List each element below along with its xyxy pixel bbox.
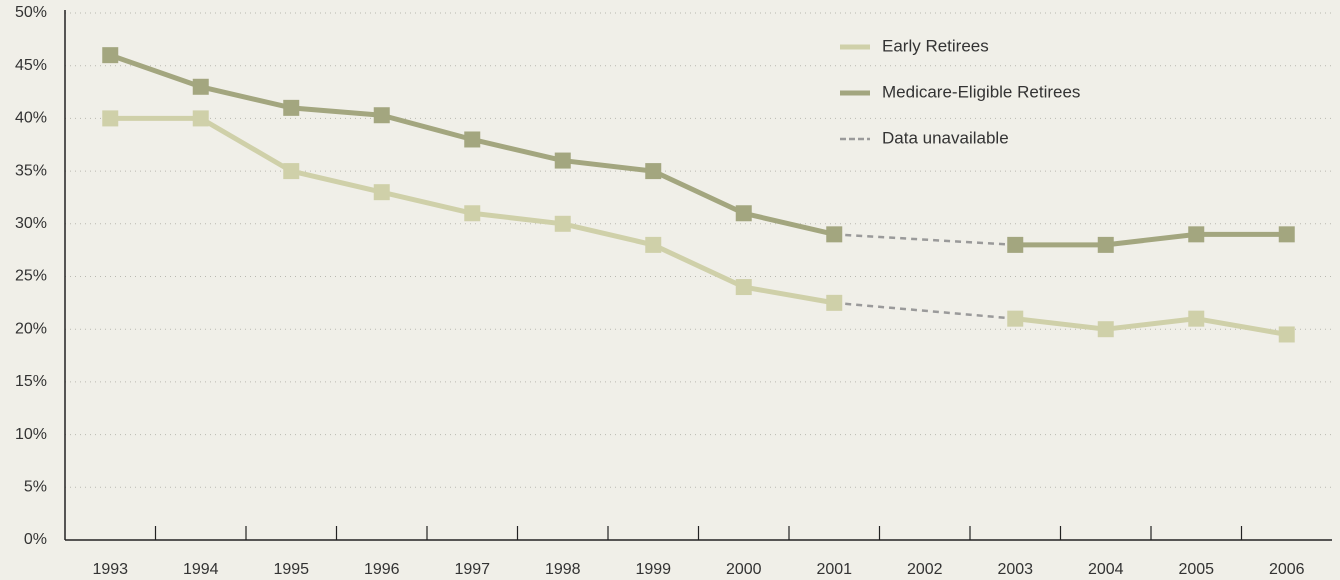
x-tick-label: 2004 (1088, 561, 1124, 578)
point-marker (102, 47, 119, 64)
point-marker (735, 279, 752, 296)
point-marker (464, 131, 481, 148)
point-marker (645, 163, 662, 180)
x-tick-label: 1997 (454, 561, 490, 578)
y-tick-label: 35% (15, 162, 47, 179)
point-marker (464, 205, 481, 222)
y-tick-label: 5% (24, 479, 47, 496)
x-tick-label: 1995 (273, 561, 309, 578)
point-marker (1007, 236, 1024, 253)
point-marker (373, 184, 390, 201)
point-marker (1188, 226, 1205, 243)
series-line (109, 52, 1287, 248)
x-tick-label: 2001 (816, 561, 852, 578)
point-marker (554, 152, 571, 169)
point-marker (192, 78, 209, 95)
point-marker (283, 99, 300, 116)
x-tick-label: 1996 (364, 561, 400, 578)
point-marker (1097, 321, 1114, 338)
point-marker (1188, 310, 1205, 327)
y-tick-label: 0% (24, 531, 47, 548)
gap-connector (834, 301, 1016, 320)
x-tick-label: 2000 (726, 561, 762, 578)
x-tick-label: 2006 (1269, 561, 1305, 578)
legend-label: Data unavailable (882, 128, 1009, 147)
point-marker (826, 294, 843, 311)
point-marker (192, 110, 209, 127)
point-marker (554, 215, 571, 232)
point-marker (1007, 310, 1024, 327)
y-tick-label: 10% (15, 426, 47, 443)
y-tick-label: 50% (15, 4, 47, 21)
point-marker (283, 163, 300, 180)
x-tick-label: 2003 (997, 561, 1033, 578)
gap-connector (834, 233, 1016, 247)
point-marker (1278, 226, 1295, 243)
x-tick-label: 2005 (1178, 561, 1214, 578)
y-tick-label: 45% (15, 57, 47, 74)
y-tick-label: 20% (15, 320, 47, 337)
point-marker (1278, 326, 1295, 343)
y-tick-label: 25% (15, 268, 47, 285)
point-marker (102, 110, 119, 127)
y-tick-label: 40% (15, 110, 47, 127)
x-tick-label: 1994 (183, 561, 219, 578)
x-tick-label: 2002 (907, 561, 943, 578)
legend-label: Medicare-Eligible Retirees (882, 82, 1080, 101)
x-tick-label: 1998 (545, 561, 581, 578)
x-tick-label: 1999 (635, 561, 671, 578)
legend-label: Early Retirees (882, 36, 989, 55)
y-tick-label: 30% (15, 215, 47, 232)
x-tick-label: 1993 (92, 561, 128, 578)
legend: Early Retirees Medicare-Eligible Retirees… (840, 36, 1080, 147)
series-line (110, 115, 1288, 337)
point-marker (826, 226, 843, 243)
point-marker (1097, 236, 1114, 253)
point-marker (645, 236, 662, 253)
y-tick-label: 15% (15, 373, 47, 390)
point-marker (373, 107, 390, 124)
point-marker (735, 205, 752, 222)
